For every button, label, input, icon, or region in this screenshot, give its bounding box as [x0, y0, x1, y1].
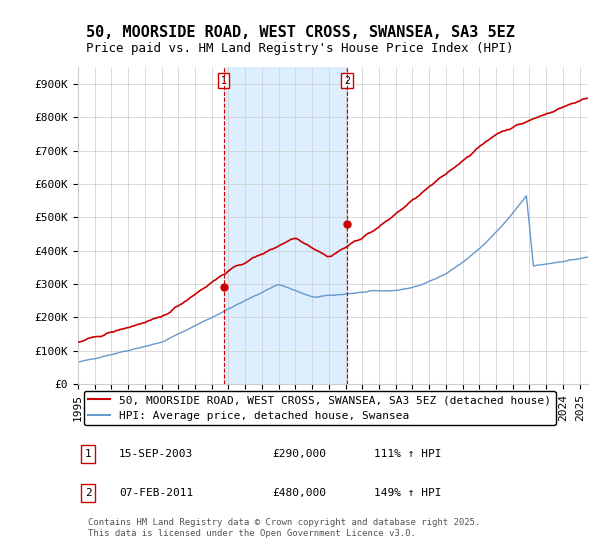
Text: £480,000: £480,000	[272, 488, 326, 498]
Text: 2: 2	[344, 76, 350, 86]
Text: 2: 2	[85, 488, 92, 498]
Bar	[224, 67, 347, 384]
Text: 07-FEB-2011: 07-FEB-2011	[119, 488, 193, 498]
Legend: 50, MOORSIDE ROAD, WEST CROSS, SWANSEA, SA3 5EZ (detached house), HPI: Average p: 50, MOORSIDE ROAD, WEST CROSS, SWANSEA, …	[83, 390, 556, 425]
Text: 1: 1	[221, 76, 227, 86]
Text: £290,000: £290,000	[272, 449, 326, 459]
Text: 1: 1	[85, 449, 92, 459]
Text: 149% ↑ HPI: 149% ↑ HPI	[374, 488, 441, 498]
Text: Price paid vs. HM Land Registry's House Price Index (HPI): Price paid vs. HM Land Registry's House …	[86, 42, 514, 55]
Text: Contains HM Land Registry data © Crown copyright and database right 2025.
This d: Contains HM Land Registry data © Crown c…	[88, 519, 481, 538]
Text: 15-SEP-2003: 15-SEP-2003	[119, 449, 193, 459]
Text: 50, MOORSIDE ROAD, WEST CROSS, SWANSEA, SA3 5EZ: 50, MOORSIDE ROAD, WEST CROSS, SWANSEA, …	[86, 25, 514, 40]
Text: 111% ↑ HPI: 111% ↑ HPI	[374, 449, 441, 459]
